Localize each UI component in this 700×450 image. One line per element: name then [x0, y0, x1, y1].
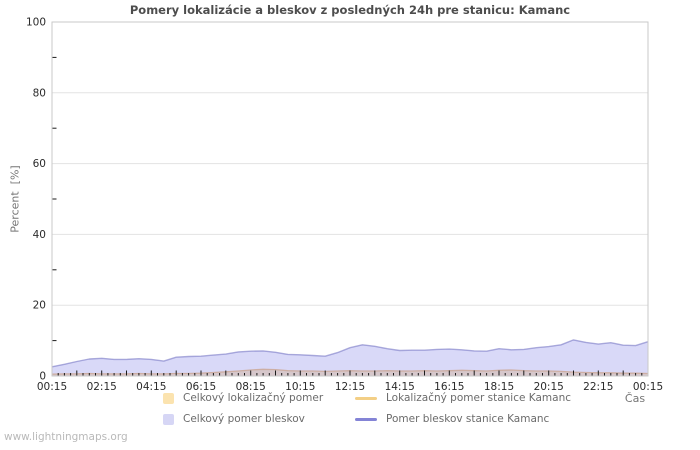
legend-item-station-lightning: Pomer bleskov stanice Kamanc	[355, 413, 571, 425]
legend-swatch-total-localization	[163, 392, 174, 404]
x-axis-title: Čas	[624, 392, 646, 405]
x-tick-label: 14:15	[385, 381, 415, 393]
x-tick-label: 12:15	[335, 381, 365, 393]
watermark: www.lightningmaps.org	[4, 431, 128, 443]
line-station-lightning-ratio	[51, 339, 649, 368]
x-tick-label: 16:15	[434, 381, 464, 393]
y-tick-label: 60	[33, 158, 46, 170]
legend-swatch-station-lightning	[355, 417, 377, 421]
x-tick-label: 06:15	[186, 381, 216, 393]
legend-swatch-total-lightning	[163, 413, 174, 425]
y-tick-label: 20	[33, 300, 46, 312]
legend-label: Celkový pomer bleskov	[183, 413, 305, 425]
x-tick-label: 18:15	[484, 381, 514, 393]
x-tick-label: 00:15	[633, 381, 663, 393]
x-tick-label: 00:15	[37, 381, 67, 393]
legend-label: Lokalizačný pomer stanice Kamanc	[386, 392, 572, 404]
legend-swatch-station-localization	[355, 396, 377, 400]
legend-item-total-lightning: Celkový pomer bleskov	[163, 413, 343, 425]
x-tick-label: 04:15	[136, 381, 166, 393]
chart-title: Pomery lokalizácie a bleskov z poslednýc…	[129, 3, 571, 17]
y-tick-label: 80	[33, 87, 46, 99]
x-tick-label: 22:15	[583, 381, 613, 393]
x-tick-label: 08:15	[236, 381, 266, 393]
x-tick-label: 02:15	[87, 381, 117, 393]
legend-label: Pomer bleskov stanice Kamanc	[386, 413, 550, 425]
x-tick-label: 10:15	[285, 381, 315, 393]
legend-item-station-localization: Lokalizačný pomer stanice Kamanc	[355, 392, 571, 404]
y-tick-label: 100	[26, 17, 46, 29]
legend: Celkový lokalizačný pomer Lokalizačný po…	[163, 392, 571, 425]
x-tick-label: 20:15	[534, 381, 564, 393]
y-tick-label: 40	[33, 229, 46, 241]
legend-label: Celkový lokalizačný pomer	[183, 392, 324, 404]
plot-border	[51, 21, 649, 377]
legend-item-total-localization: Celkový lokalizačný pomer	[163, 392, 343, 404]
y-tick-label: 0	[39, 371, 46, 383]
